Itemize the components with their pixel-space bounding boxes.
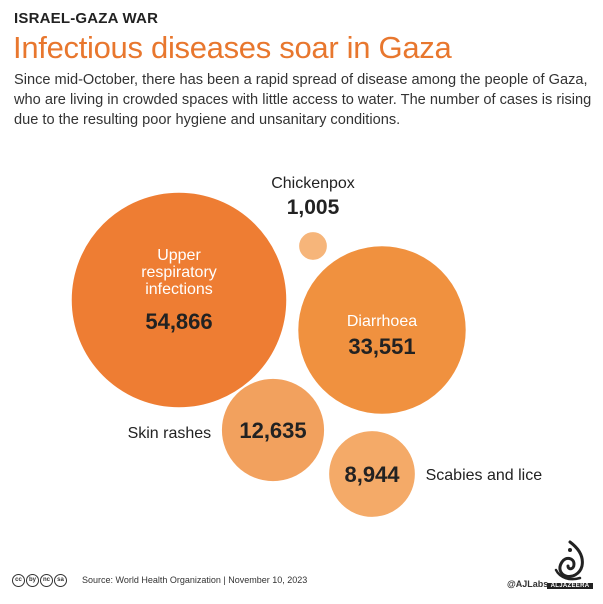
bubble-label-skin-rashes: Skin rashes (128, 425, 212, 442)
cc-icon: cc (12, 573, 25, 587)
bubble-value-chickenpox: 1,005 (287, 196, 340, 219)
cc-sa-icon: sa (54, 573, 67, 587)
bubble-scabies-and-lice (327, 429, 417, 519)
bubble-label-upper-respiratory-infections: respiratory (141, 264, 217, 281)
source-text: Source: World Health Organization | Nove… (82, 575, 308, 585)
bubble-value-scabies-and-lice: 8,944 (344, 462, 400, 487)
bubble-skin-rashes (220, 377, 326, 483)
footer: cc by nc sa Source: World Health Organiz… (12, 572, 307, 588)
creative-commons-icon: cc by nc sa (12, 573, 68, 587)
kicker: ISRAEL-GAZA WAR (14, 10, 159, 27)
bubble-label-scabies-and-lice: Scabies and lice (426, 467, 543, 484)
bubble-label-upper-respiratory-infections: infections (145, 281, 213, 298)
bubble-label-chickenpox: Chickenpox (271, 175, 355, 192)
subtitle: Since mid-October, there has been a rapi… (14, 72, 592, 128)
logo-text: ALJAZEERA (547, 583, 593, 589)
aljazeera-logo-icon (554, 540, 584, 581)
bubble-label-diarrhoea: Diarrhoea (347, 313, 417, 330)
credit: @AJLabs (507, 579, 549, 589)
bubble-chickenpox (297, 230, 329, 262)
bubble-value-skin-rashes: 12,635 (239, 418, 306, 443)
bubble-value-diarrhoea: 33,551 (348, 334, 415, 359)
bubble-diarrhoea (296, 244, 468, 416)
bubble-value-upper-respiratory-infections: 54,866 (145, 309, 212, 334)
cc-nc-icon: nc (40, 573, 53, 587)
bubble-upper-respiratory-infections (70, 191, 288, 409)
bubble-label-upper-respiratory-infections: Upper (157, 247, 201, 264)
page-title: Infectious diseases soar in Gaza (13, 30, 452, 65)
cc-by-icon: by (26, 573, 39, 587)
